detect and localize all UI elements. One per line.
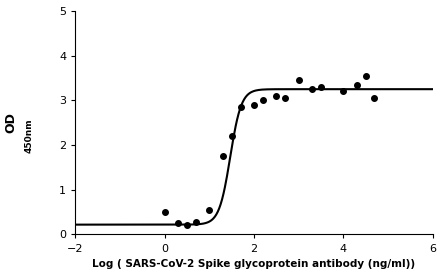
Point	[295, 78, 302, 83]
Point	[317, 85, 324, 89]
Point	[353, 83, 360, 87]
Point	[161, 210, 168, 214]
Point	[362, 74, 369, 78]
Point	[183, 222, 190, 227]
Point	[206, 208, 213, 212]
Point	[308, 87, 315, 91]
Point	[228, 134, 235, 138]
Point	[273, 94, 280, 98]
Point	[282, 96, 289, 100]
Point	[219, 154, 226, 158]
Point	[259, 98, 266, 103]
Point	[237, 105, 244, 109]
Text: OD: OD	[4, 112, 17, 133]
Point	[192, 220, 199, 224]
Point	[250, 103, 257, 107]
Point	[175, 221, 182, 225]
Point	[340, 89, 347, 94]
X-axis label: Log ( SARS-CoV-2 Spike glycoprotein antibody (ng/ml)): Log ( SARS-CoV-2 Spike glycoprotein anti…	[92, 259, 416, 269]
Point	[371, 96, 378, 100]
Text: 450nm: 450nm	[24, 119, 33, 153]
